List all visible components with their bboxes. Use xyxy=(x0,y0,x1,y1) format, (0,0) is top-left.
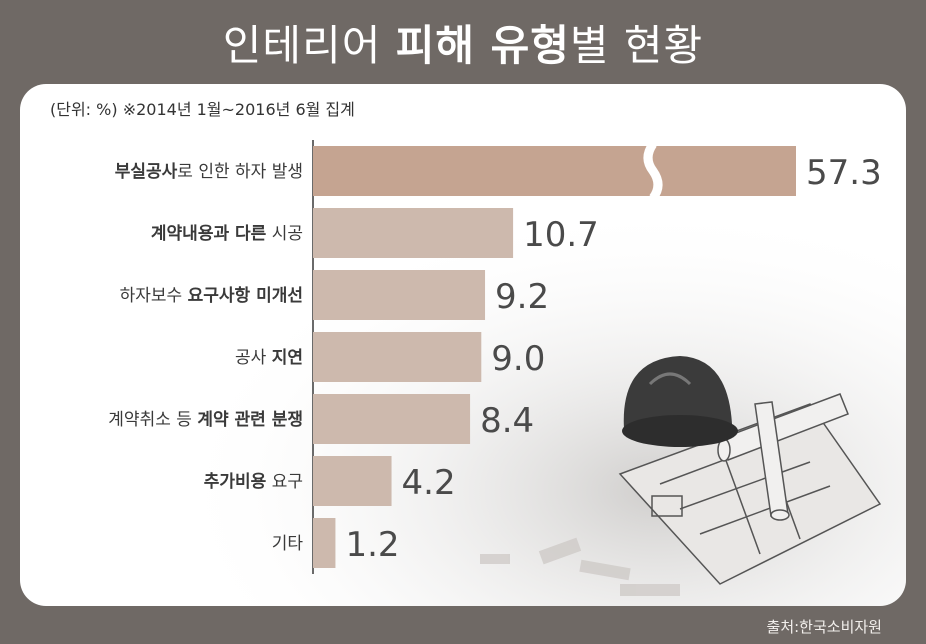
value-label-5: 8.4 xyxy=(480,401,534,441)
rolled-plans-icon xyxy=(717,393,849,521)
category-label-2: 계약내용과 다른 시공 xyxy=(151,223,303,244)
title-part-1: 인테리어 xyxy=(222,21,396,70)
category-label-7: 기타 xyxy=(272,534,304,554)
blueprint-icon xyxy=(618,403,882,585)
bar-3 xyxy=(313,270,486,320)
category-label-3: 하자보수 요구사항 미개선 xyxy=(120,285,303,306)
value-label-2: 10.7 xyxy=(523,215,599,255)
bar-4 xyxy=(313,332,482,382)
bar-1 xyxy=(313,146,796,196)
value-label-1: 57.3 xyxy=(806,153,882,193)
title-part-3: 별 현황 xyxy=(569,21,704,70)
category-label-6: 추가비용 요구 xyxy=(204,472,303,492)
value-label-3: 9.2 xyxy=(495,277,549,317)
rubble-icon xyxy=(480,537,680,596)
value-label-6: 4.2 xyxy=(402,463,456,503)
unit-note: (단위: %) ※2014년 1월~2016년 6월 집계 xyxy=(50,100,355,119)
hard-hat-icon xyxy=(622,356,738,447)
bar-7 xyxy=(313,518,336,568)
bar-2 xyxy=(313,208,514,258)
value-label-4: 9.0 xyxy=(491,339,545,379)
category-label-1: 부실공사로 인한 하자 발생 xyxy=(115,162,303,182)
value-label-7: 1.2 xyxy=(345,525,399,565)
category-label-4: 공사 지연 xyxy=(235,348,303,368)
axis-break-mark xyxy=(643,141,663,201)
bar-6 xyxy=(313,456,392,506)
title-part-2: 피해 유형 xyxy=(395,21,570,70)
chart-title: 인테리어 피해 유형별 현황 xyxy=(0,12,926,73)
source-note: 출처:한국소비자원 xyxy=(766,618,882,636)
bar-5 xyxy=(313,394,471,444)
category-label-5: 계약취소 등 계약 관련 분쟁 xyxy=(108,409,303,430)
